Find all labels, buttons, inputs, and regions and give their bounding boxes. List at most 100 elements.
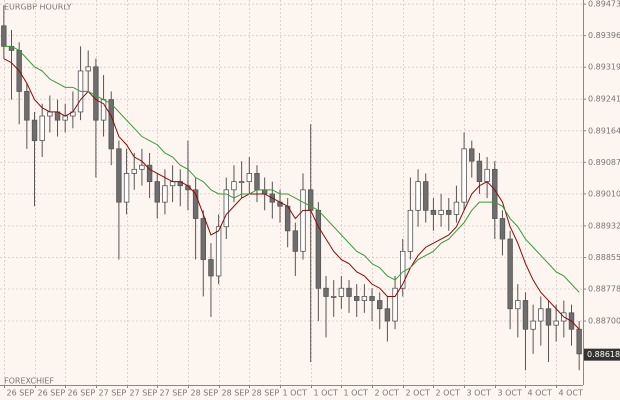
- candle-body: [123, 173, 130, 203]
- candle-body: [215, 226, 222, 277]
- y-tick-label: 0.89241: [588, 95, 620, 104]
- x-tick-label: 3 OCT: [498, 389, 523, 398]
- candle-body: [323, 287, 329, 297]
- candle-body: [522, 300, 529, 330]
- candle-body: [208, 259, 214, 277]
- x-tick-label: 2 OCT: [436, 389, 461, 398]
- candle-body: [545, 308, 552, 326]
- candle-body: [254, 173, 260, 191]
- candle-body: [338, 287, 345, 297]
- chart-title: EURGBP HOURLY: [4, 3, 72, 12]
- candle-body: [116, 148, 122, 203]
- y-tick-label: 0.88932: [588, 221, 620, 230]
- x-tick-label: 27 SEP: [160, 389, 188, 398]
- candle-body: [131, 168, 137, 174]
- y-tick-label: 0.89319: [588, 63, 620, 72]
- x-tick-label: 1 OCT: [314, 389, 339, 398]
- x-tick-label: 4 OCT: [528, 389, 553, 398]
- candle-body: [499, 218, 506, 240]
- x-tick-label: 28 SEP: [222, 389, 250, 398]
- candle-body: [146, 164, 153, 183]
- candle-body: [93, 66, 99, 121]
- x-tick-label: 26 SEP: [38, 389, 66, 398]
- y-tick-label: 0.89164: [588, 126, 620, 135]
- candle-body: [200, 218, 206, 260]
- candle-body: [192, 189, 199, 219]
- candle-body: [461, 148, 467, 203]
- candle-body: [553, 320, 559, 326]
- candle-body: [354, 296, 360, 301]
- x-tick-label: 26 SEP: [68, 389, 96, 398]
- y-tick-label: 0.88778: [588, 285, 620, 294]
- candle-body: [169, 181, 176, 187]
- candle-body: [47, 111, 53, 117]
- candle-body: [453, 201, 460, 215]
- moving-average-line: [3, 45, 580, 293]
- candle-body: [430, 209, 437, 215]
- x-tick-label: 2 OCT: [406, 389, 431, 398]
- candle-body: [315, 209, 322, 289]
- candle-body: [446, 209, 452, 215]
- candle-body: [369, 296, 375, 301]
- moving-average-line: [3, 58, 580, 330]
- y-tick-label: 0.89087: [588, 158, 620, 167]
- candle-body: [31, 119, 38, 142]
- candle-body: [384, 308, 391, 322]
- candle-body: [484, 168, 490, 183]
- last-price-label: 0.88618: [587, 350, 620, 359]
- last-price-box: [584, 348, 620, 361]
- candle-body: [246, 173, 253, 183]
- x-tick-label: 2 OCT: [375, 389, 400, 398]
- candle-body: [407, 209, 414, 252]
- candle-body: [39, 115, 45, 142]
- candle-body: [231, 181, 237, 191]
- candle-body: [85, 66, 91, 72]
- candle-body: [292, 230, 299, 252]
- candle-body: [492, 168, 498, 219]
- x-tick-label: 1 OCT: [283, 389, 308, 398]
- candle-body: [530, 320, 536, 330]
- candle-body: [108, 99, 114, 150]
- candle-body: [238, 181, 245, 184]
- candle-body: [415, 181, 421, 211]
- candle-body: [24, 91, 30, 121]
- candle-body: [423, 181, 429, 211]
- y-tick-label: 0.89396: [588, 31, 620, 40]
- candle-body: [223, 189, 229, 228]
- candle-body: [469, 148, 475, 162]
- candle-body: [515, 300, 521, 310]
- candle-body: [438, 209, 444, 215]
- candle-body: [361, 296, 368, 301]
- candle-body: [476, 160, 483, 183]
- candle-body: [576, 328, 582, 355]
- candle-body: [300, 189, 306, 252]
- x-tick-label: 27 SEP: [99, 389, 127, 398]
- x-tick-label: 1 OCT: [344, 389, 369, 398]
- watermark: FOREXCHIEF: [4, 377, 54, 386]
- y-tick-label: 0.89010: [588, 189, 620, 198]
- candle-body: [261, 189, 268, 195]
- candle-body: [1, 25, 7, 47]
- candle-body: [162, 185, 168, 203]
- candle-body: [62, 115, 68, 121]
- x-tick-label: 4 OCT: [559, 389, 584, 398]
- x-tick-label: 28 SEP: [252, 389, 280, 398]
- candle-body: [507, 238, 513, 310]
- y-tick-label: 0.88700: [588, 317, 620, 326]
- candle-body: [154, 181, 160, 203]
- x-tick-label: 27 SEP: [130, 389, 158, 398]
- candle-body: [139, 164, 145, 170]
- candle-body: [377, 300, 383, 310]
- y-tick-label: 0.89473: [588, 0, 620, 9]
- x-tick-label: 26 SEP: [7, 389, 35, 398]
- candle-body: [284, 205, 291, 232]
- candle-body: [392, 287, 398, 322]
- candle-body: [346, 287, 352, 297]
- x-tick-label: 3 OCT: [467, 389, 492, 398]
- x-tick-label: 28 SEP: [191, 389, 219, 398]
- candle-body: [538, 308, 544, 322]
- candle-body: [330, 296, 337, 298]
- y-tick-label: 0.88855: [588, 253, 620, 262]
